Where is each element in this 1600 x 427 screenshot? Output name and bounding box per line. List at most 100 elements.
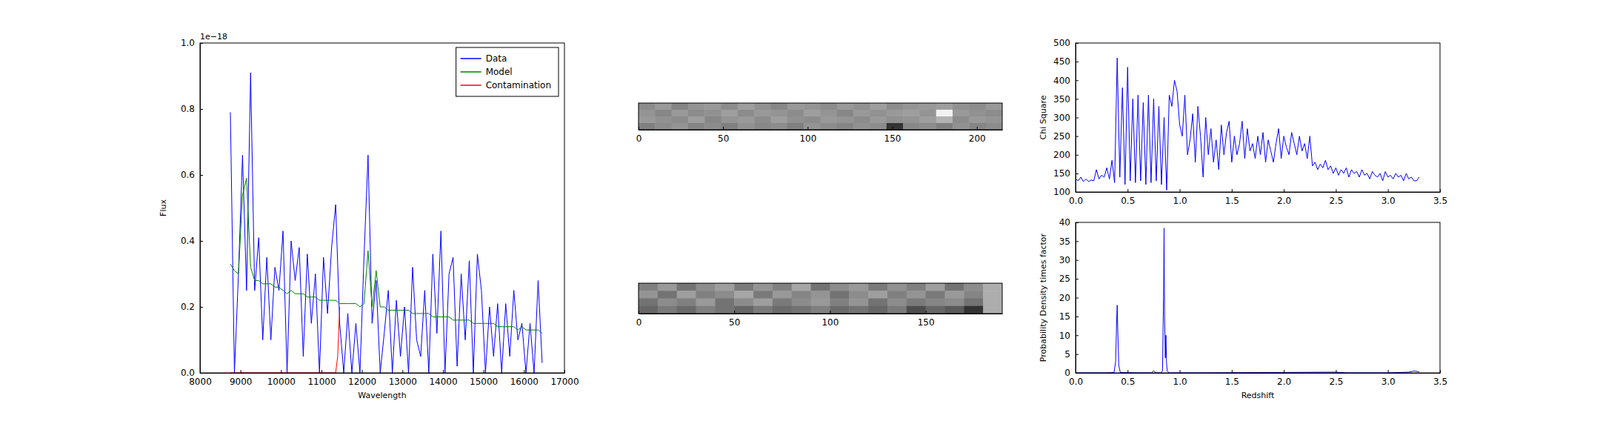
tick-label: 0.6 [180,169,195,180]
cell [753,290,773,299]
cell [753,305,773,314]
cell [737,116,755,124]
tick-mark [1075,334,1079,336]
panel: 0.00.51.01.52.02.53.03.51001502002503003… [1038,37,1448,206]
cell [820,109,838,118]
cell [853,116,871,124]
cell [952,102,970,111]
tick: 500 [1053,37,1079,49]
cell [952,109,970,118]
tick: 15 [1059,311,1079,322]
x-axis-title: Redshift [1241,390,1275,400]
tick-label: 1.5 [1225,195,1240,206]
tick-label: 0.4 [180,235,195,246]
cell [696,290,716,299]
cell [906,298,926,307]
cell [654,122,672,130]
tick: 150 [1053,168,1079,179]
tick-mark [1075,297,1079,299]
tick: 13000 [388,369,418,387]
tick: 0.0 [180,367,203,378]
tick: 3.0 [1381,369,1396,387]
cell [754,122,772,130]
tick: 40 [1059,217,1079,228]
tick-mark [200,372,203,374]
cell [714,305,735,314]
x-axis-line [639,129,1003,131]
tick-mark [734,310,735,314]
cell [887,305,907,314]
x-axis: 0.00.51.01.52.02.53.03.5 [1068,188,1448,206]
tick-label: 100 [799,133,817,144]
cell [671,109,689,118]
cell [952,122,970,130]
legend-label: Model [485,66,513,78]
cell [936,116,954,124]
cell [688,102,706,111]
tick-label: 0 [1064,367,1071,378]
tick-label: 35 [1059,236,1071,247]
tick-label: 200 [968,133,986,144]
tick-mark [1127,188,1129,192]
cell [638,282,658,292]
tick-mark [200,240,203,242]
cell [734,290,754,299]
cell [936,109,954,118]
tick-mark [829,310,831,314]
series-line [230,72,543,373]
tick: 0 [636,126,643,144]
cell [638,305,658,314]
tick-mark [1075,117,1079,119]
tick: 1.0 [1173,369,1188,387]
cell [963,298,983,307]
tick: 450 [1053,56,1079,67]
cell [696,282,716,292]
tick-label: 0.8 [180,103,195,115]
tick-label: 14000 [428,376,458,387]
tick-label: 150 [884,133,902,144]
tick: 0.2 [180,301,203,312]
tick-mark [1075,98,1079,100]
tick-label: 2.0 [1277,195,1292,206]
tick-label: 100 [821,317,839,328]
tick: 1.5 [1225,188,1240,206]
tick: 2.5 [1328,369,1343,387]
cell [820,122,838,130]
cell [906,305,926,314]
cell [787,109,805,118]
tick: 15000 [469,369,498,387]
tick-label: 3.0 [1381,195,1396,206]
cell [654,116,672,124]
cell [925,290,946,299]
tick-mark [1388,369,1389,373]
tick: 1.0 [1173,188,1188,206]
tick: 12000 [348,369,377,387]
tick-label: 5 [1064,348,1071,360]
tick-mark [1075,136,1079,138]
cell [791,282,812,292]
panel: 0.00.51.01.52.02.53.03.50510152025303540… [1038,217,1448,400]
series-line [1075,57,1420,190]
tick: 2.0 [1277,188,1292,206]
cell [772,298,792,307]
tick-mark [1440,369,1441,373]
cell [772,290,792,299]
cell [696,305,716,314]
panel: 050100150200 [636,102,1003,144]
legend: DataModelContamination [456,47,559,97]
cell [787,116,805,124]
tick: 0.5 [1120,369,1135,387]
tick-mark [200,174,203,176]
tick-label: 400 [1053,75,1071,86]
cell [714,290,735,299]
y-axis-title: Probability Density times factor [1038,232,1049,362]
cell [944,282,964,292]
tick: 100 [821,310,839,328]
cell [671,116,689,124]
cell [829,305,849,314]
cell [754,109,772,118]
tick-mark [1075,260,1079,261]
cell [848,290,869,299]
cell [868,282,888,292]
cell [853,109,871,118]
